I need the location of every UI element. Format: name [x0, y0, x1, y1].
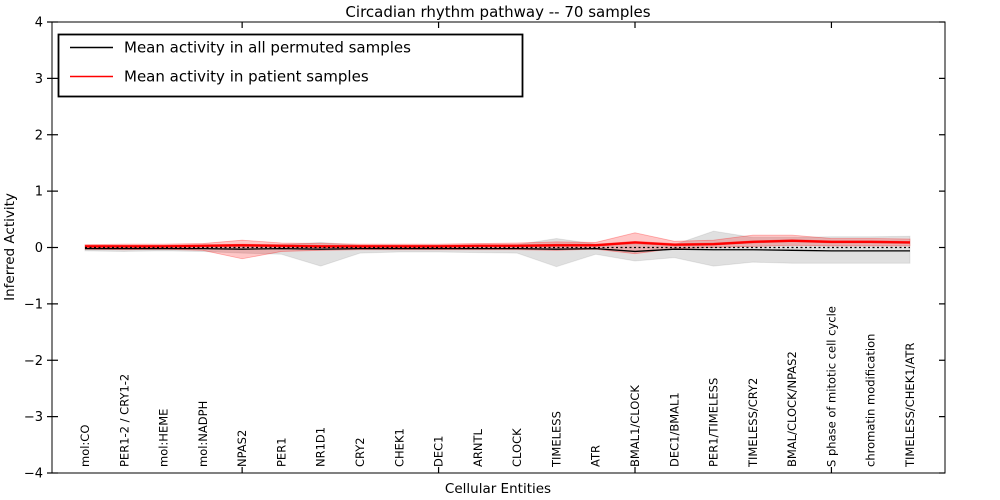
x-tick-label: mol:NADPH [196, 401, 210, 467]
y-tick-label: 2 [35, 128, 43, 143]
y-tick-label: −4 [24, 467, 43, 482]
legend: Mean activity in all permuted samples Me… [57, 33, 524, 98]
y-tick-label: −2 [24, 354, 43, 369]
x-tick-label: CRY2 [353, 437, 367, 467]
x-tick-label: S phase of mitotic cell cycle [824, 306, 838, 467]
legend-label-patient: Mean activity in patient samples [124, 68, 369, 86]
patient-mean-line [85, 239, 911, 248]
x-tick-label: TIMELESS/CHEK1/ATR [903, 343, 917, 468]
x-tick-label: chromatin modification [864, 334, 878, 467]
chart-title: Circadian rhythm pathway -- 70 samples [345, 3, 650, 21]
x-tick-label: BMAL/CLOCK/NPAS2 [785, 351, 799, 467]
x-tick-label: CLOCK [510, 428, 524, 467]
plot-frame [51, 21, 946, 474]
x-tick-label: DEC1/BMAL1 [667, 392, 681, 467]
x-tick-label: ATR [589, 445, 603, 467]
y-axis-label: Inferred Activity [2, 193, 18, 301]
x-axis-label: Cellular Entities [445, 481, 551, 497]
x-tick-label: PER1 [274, 437, 288, 467]
permuted-mean-line [85, 247, 910, 253]
x-tick-label: NR1D1 [314, 427, 328, 467]
x-tick-label: BMAL1/CLOCK [628, 385, 642, 467]
x-tick-label: mol:HEME [157, 409, 171, 467]
x-tick-label: CHEK1 [392, 428, 406, 467]
x-tick-label: DEC1 [432, 436, 446, 467]
line-layer [85, 239, 911, 253]
y-tick-label: −1 [24, 297, 43, 312]
x-tick-label: TIMELESS [549, 411, 563, 468]
x-tick-label: mol:CO [78, 425, 92, 467]
x-tick-label: ARNTL [471, 429, 485, 467]
legend-label-permuted: Mean activity in all permuted samples [124, 39, 411, 57]
y-tick-label: 4 [35, 16, 43, 31]
x-tick-label: TIMELESS/CRY2 [746, 378, 760, 468]
y-tick-label: 0 [35, 241, 43, 256]
y-tick-label: −3 [24, 410, 43, 425]
axis-layer: 4 3 2 1 0 −1 −2 −3 −4 mol:CO PER1-2 / CRY1-2 mol:HE… [24, 16, 945, 482]
x-tick-label: NPAS2 [235, 430, 249, 467]
y-tick-label: 3 [35, 72, 43, 87]
x-tick-label: PER1/TIMELESS [707, 378, 721, 467]
y-tick-label: 1 [35, 185, 43, 200]
legend-box [57, 33, 524, 98]
x-tick-label: PER1-2 / CRY1-2 [117, 374, 131, 467]
